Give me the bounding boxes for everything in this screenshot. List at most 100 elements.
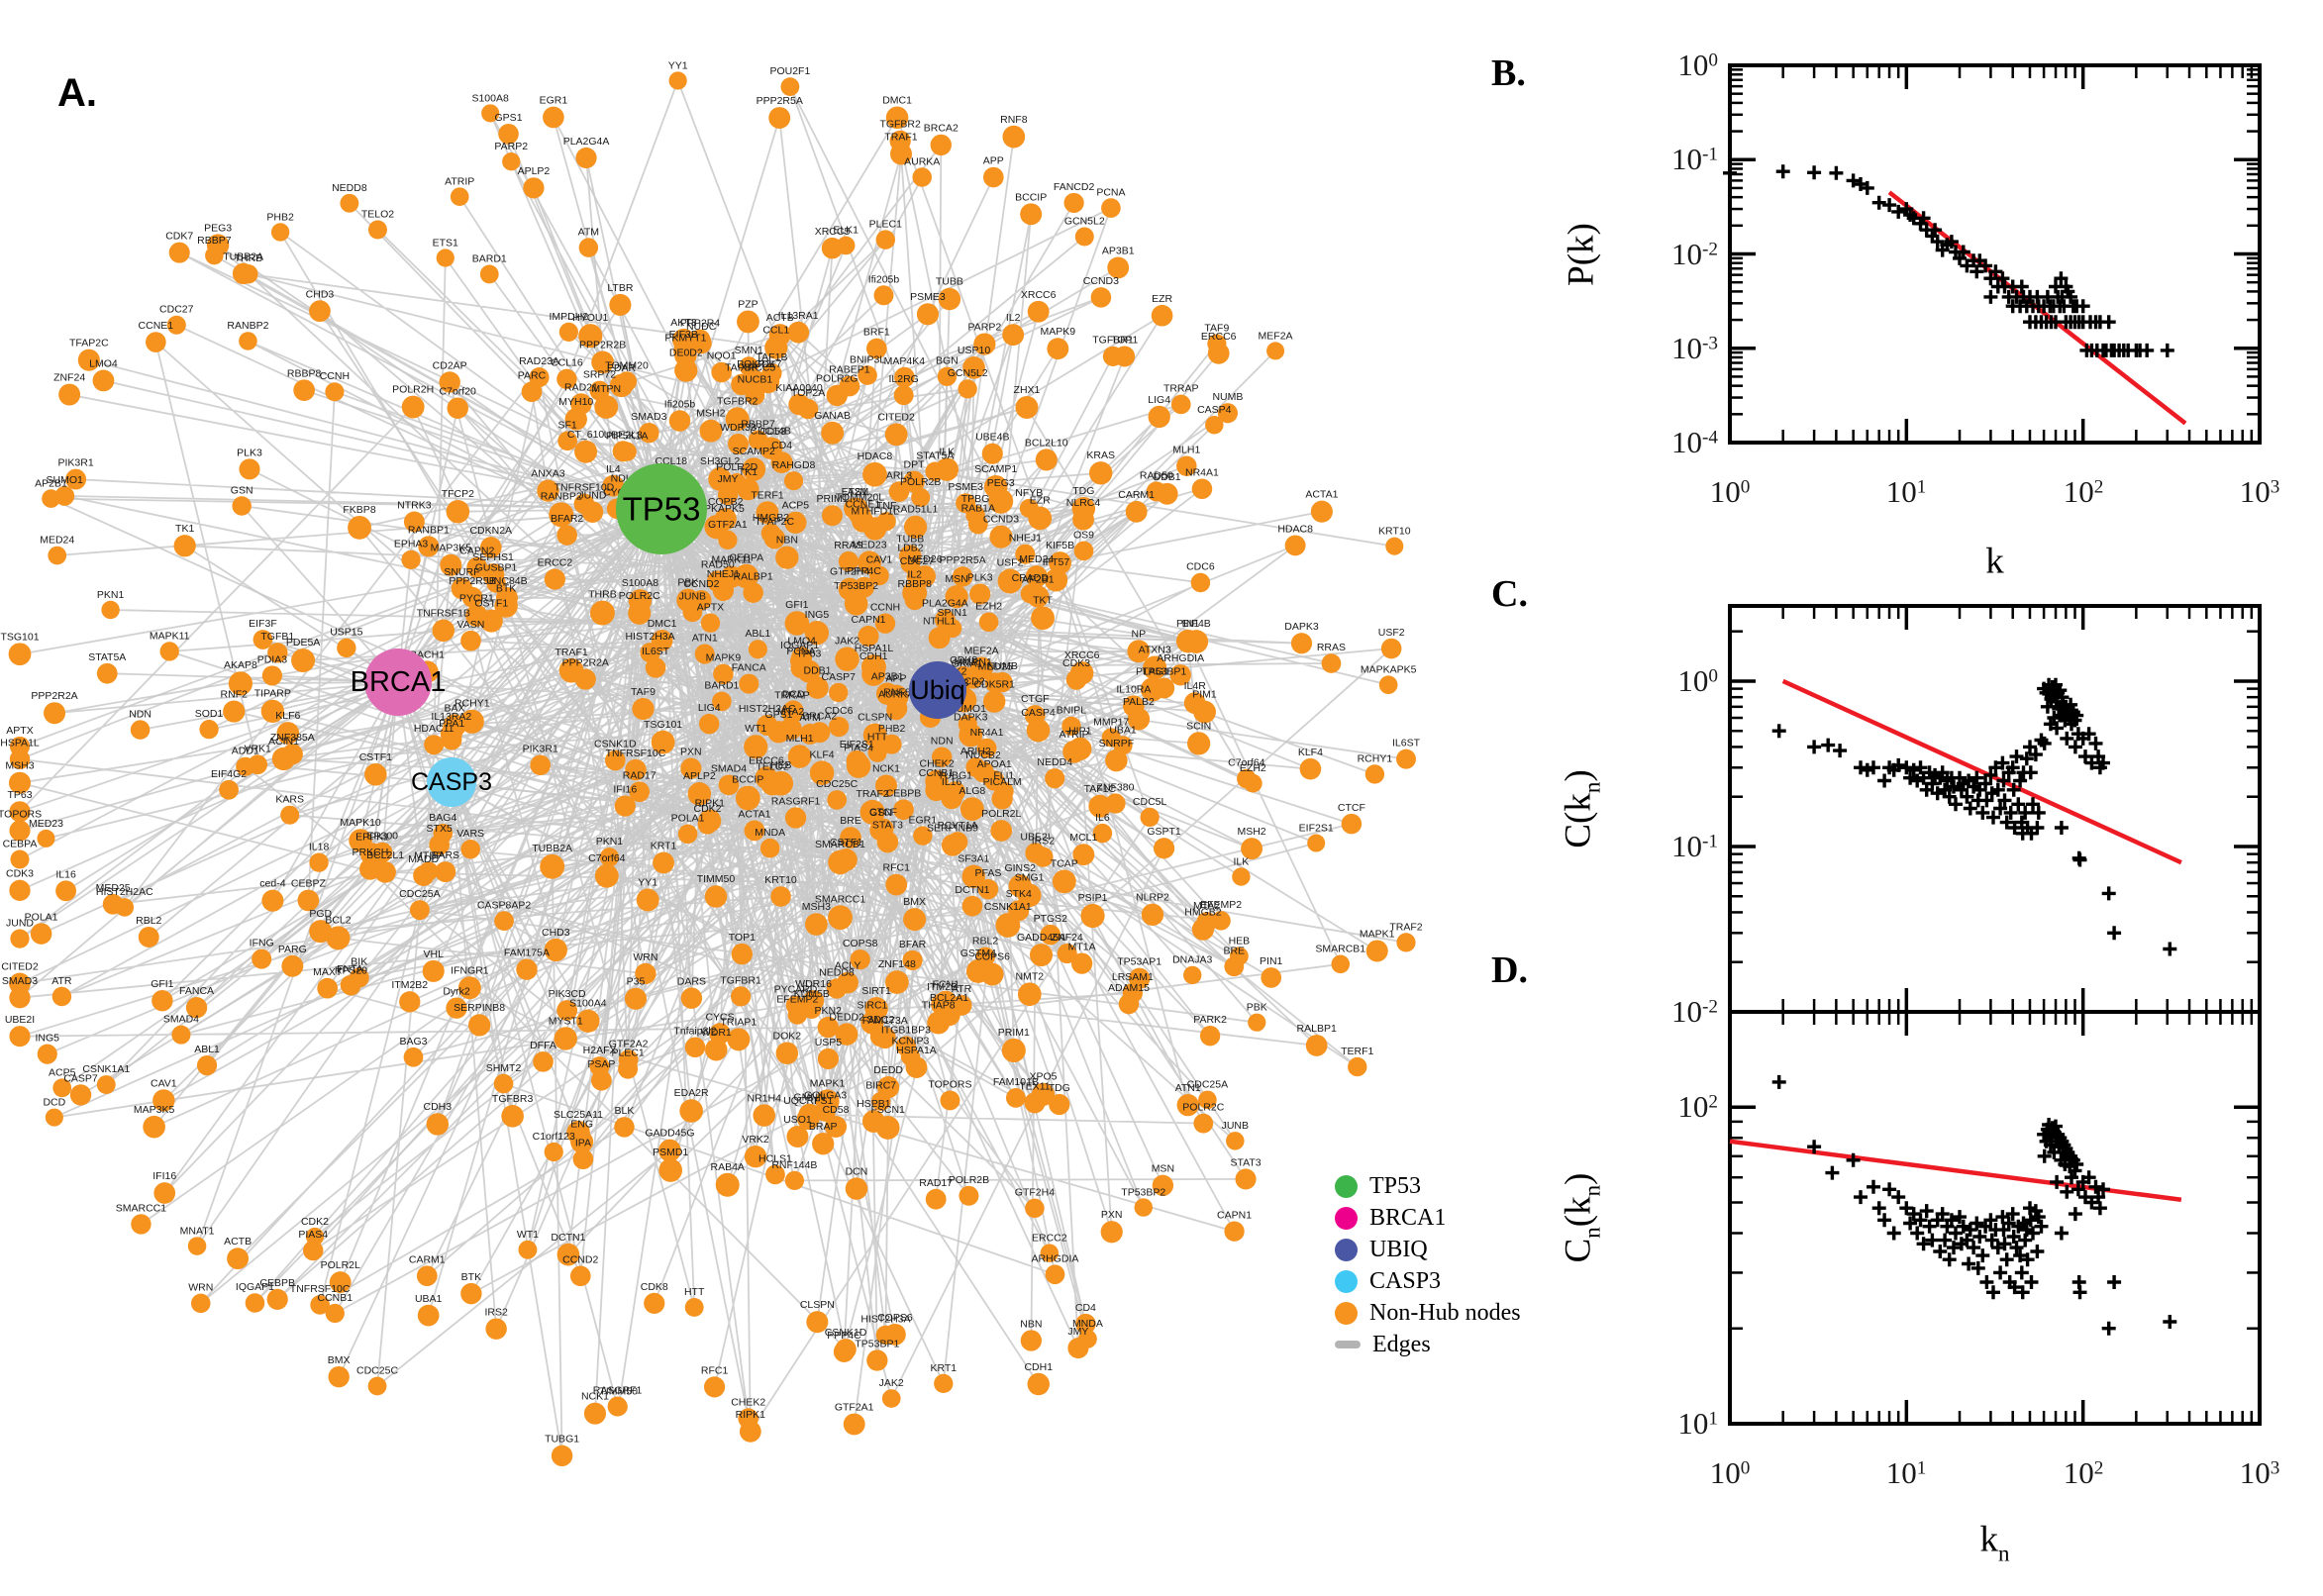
network-node [401, 549, 421, 570]
network-node [858, 365, 877, 385]
network-node [523, 177, 545, 199]
network-node [903, 470, 925, 493]
network-node [574, 668, 596, 690]
network-node [759, 838, 780, 858]
network-node-label: KLF4 [1298, 747, 1323, 758]
network-node [171, 1025, 191, 1045]
network-node [440, 723, 462, 746]
network-node-label: CSTF1 [830, 837, 862, 848]
network-node [219, 779, 239, 800]
network-node [829, 682, 849, 703]
network-node [743, 582, 763, 603]
network-node-label: DOK2 [773, 1030, 802, 1042]
network-node [252, 948, 272, 969]
network-node-label: MSH2 [696, 408, 725, 420]
network-node [925, 461, 946, 482]
network-node-label: COPS6 [877, 1312, 913, 1324]
network-node [1005, 1087, 1026, 1108]
network-node [1057, 944, 1077, 964]
network-node-label: LIG4 [1148, 394, 1170, 406]
network-node-label: JMY [1067, 1326, 1088, 1338]
network-node-label: APLP2 [683, 770, 716, 782]
network-node [460, 630, 481, 651]
network-node [573, 493, 595, 515]
network-node [446, 499, 470, 524]
node-dot-swatch [1335, 1269, 1358, 1293]
legend-label: Non-Hub nodes [1369, 1299, 1521, 1326]
network-node [1063, 192, 1084, 213]
network-node [632, 697, 655, 721]
network-node [325, 1303, 345, 1324]
network-node [1193, 1113, 1214, 1134]
network-node-label: ACTA1 [738, 808, 770, 820]
network-node [731, 943, 754, 965]
network-node-label: PPP4C [847, 565, 881, 577]
network-node [1235, 1168, 1257, 1190]
network-node-label: CYCS [705, 1011, 734, 1023]
network-node [614, 1117, 635, 1138]
network-node [1090, 287, 1112, 308]
network-node [460, 839, 480, 859]
network-node-label: GCN5L2 [948, 367, 988, 379]
network-node-label: USO1 [783, 1114, 812, 1126]
network-node [990, 820, 1013, 842]
network-node [714, 508, 737, 531]
network-node [888, 481, 910, 502]
network-node [540, 853, 565, 879]
network-node-label: RBL2 [136, 915, 161, 927]
network-node-label: GPS1 [764, 709, 792, 721]
network-node-label: PHB2 [878, 723, 906, 735]
network-node-label: GSTM4 [960, 948, 996, 959]
network-node [451, 577, 473, 600]
network-node-label: TDG [1072, 485, 1094, 497]
network-node-label: TP53BP1 [1142, 666, 1186, 678]
network-node [1396, 748, 1416, 769]
network-node [994, 781, 1014, 802]
xlabel-D: kn [1979, 1519, 2010, 1566]
network-node-label: AKAP8 [224, 659, 257, 671]
network-node [418, 536, 440, 557]
network-node-label: CCNB1 [317, 1292, 353, 1304]
network-node [854, 576, 875, 598]
network-node-label: TNFRSF10D [555, 482, 615, 494]
network-node [479, 537, 502, 558]
network-node-label: MAP4K4 [884, 355, 926, 367]
network-node-label: AP3B1 [871, 671, 904, 683]
network-node-label: FAM175A [504, 947, 550, 958]
network-node-label: CDK3 [1062, 657, 1090, 669]
network-node [426, 1113, 450, 1136]
network-node [1073, 541, 1094, 561]
network-node-label: CSNK1A1 [984, 901, 1032, 913]
network-node [446, 997, 467, 1019]
network-node [817, 1016, 839, 1039]
network-node [549, 502, 574, 528]
network-node [1101, 198, 1121, 218]
network-node [1024, 705, 1046, 726]
network-node-label: RBBP7 [741, 419, 775, 431]
network-node [739, 673, 759, 694]
network-node-label: BCL2L1 [366, 849, 404, 861]
network-node [65, 468, 87, 490]
network-node [9, 1026, 31, 1047]
network-node-label: CD58 [823, 1104, 850, 1116]
network-node [403, 1047, 424, 1067]
network-node [873, 1027, 896, 1049]
network-node [518, 1240, 538, 1259]
network-node-label: STK4 [1006, 888, 1032, 900]
network-node-label: CCNH [320, 370, 350, 382]
data-points-C [1771, 677, 2177, 956]
network-node [533, 1050, 554, 1072]
network-node-label: GADD45A [1017, 932, 1065, 944]
network-node-label: BCL2L10 [1025, 437, 1068, 449]
legend-label: BRCA1 [1369, 1204, 1447, 1231]
network-node [952, 566, 973, 587]
network-node [885, 106, 909, 130]
network-node [959, 1185, 979, 1206]
network-node [680, 757, 702, 779]
network-node-label: BAG4 [429, 812, 456, 824]
network-node-label: UBE4B [975, 432, 1009, 444]
network-node-label: MED26 [908, 553, 943, 565]
network-node [742, 457, 766, 481]
network-node [1199, 1026, 1221, 1047]
network-node-label: KLF6 [275, 710, 300, 722]
